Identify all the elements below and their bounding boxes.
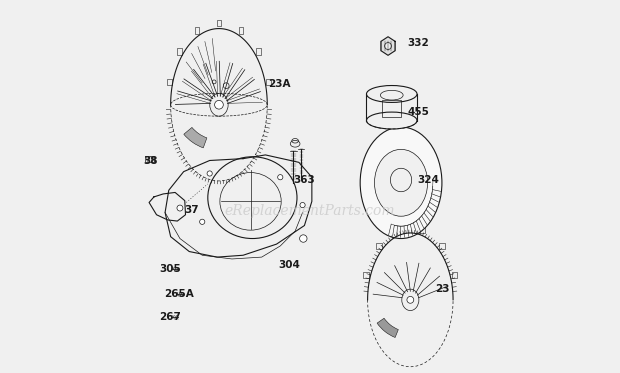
Text: 363: 363: [293, 175, 315, 185]
Circle shape: [207, 171, 212, 176]
Text: 332: 332: [407, 38, 429, 48]
Text: 455: 455: [408, 107, 430, 117]
Ellipse shape: [360, 127, 442, 238]
Circle shape: [215, 100, 223, 109]
Text: 38: 38: [143, 156, 158, 166]
FancyBboxPatch shape: [145, 156, 154, 162]
Circle shape: [177, 205, 183, 211]
Ellipse shape: [366, 112, 417, 129]
Ellipse shape: [366, 85, 417, 103]
Text: 324: 324: [418, 175, 440, 185]
Circle shape: [278, 175, 283, 180]
Text: eReplacementParts.com: eReplacementParts.com: [224, 204, 396, 218]
Polygon shape: [381, 37, 395, 55]
Text: 267: 267: [159, 312, 181, 322]
Text: 304: 304: [278, 260, 300, 270]
Text: 305: 305: [159, 264, 181, 274]
Text: 23A: 23A: [268, 79, 291, 89]
Wedge shape: [184, 128, 207, 148]
Circle shape: [200, 219, 205, 225]
Text: 23: 23: [435, 284, 449, 294]
Circle shape: [300, 203, 305, 208]
Ellipse shape: [290, 140, 300, 147]
Circle shape: [384, 43, 391, 50]
Circle shape: [299, 235, 307, 242]
Text: 37: 37: [184, 204, 199, 214]
Wedge shape: [377, 318, 398, 338]
Text: 265A: 265A: [164, 289, 194, 299]
Ellipse shape: [374, 149, 428, 216]
Circle shape: [407, 297, 414, 303]
